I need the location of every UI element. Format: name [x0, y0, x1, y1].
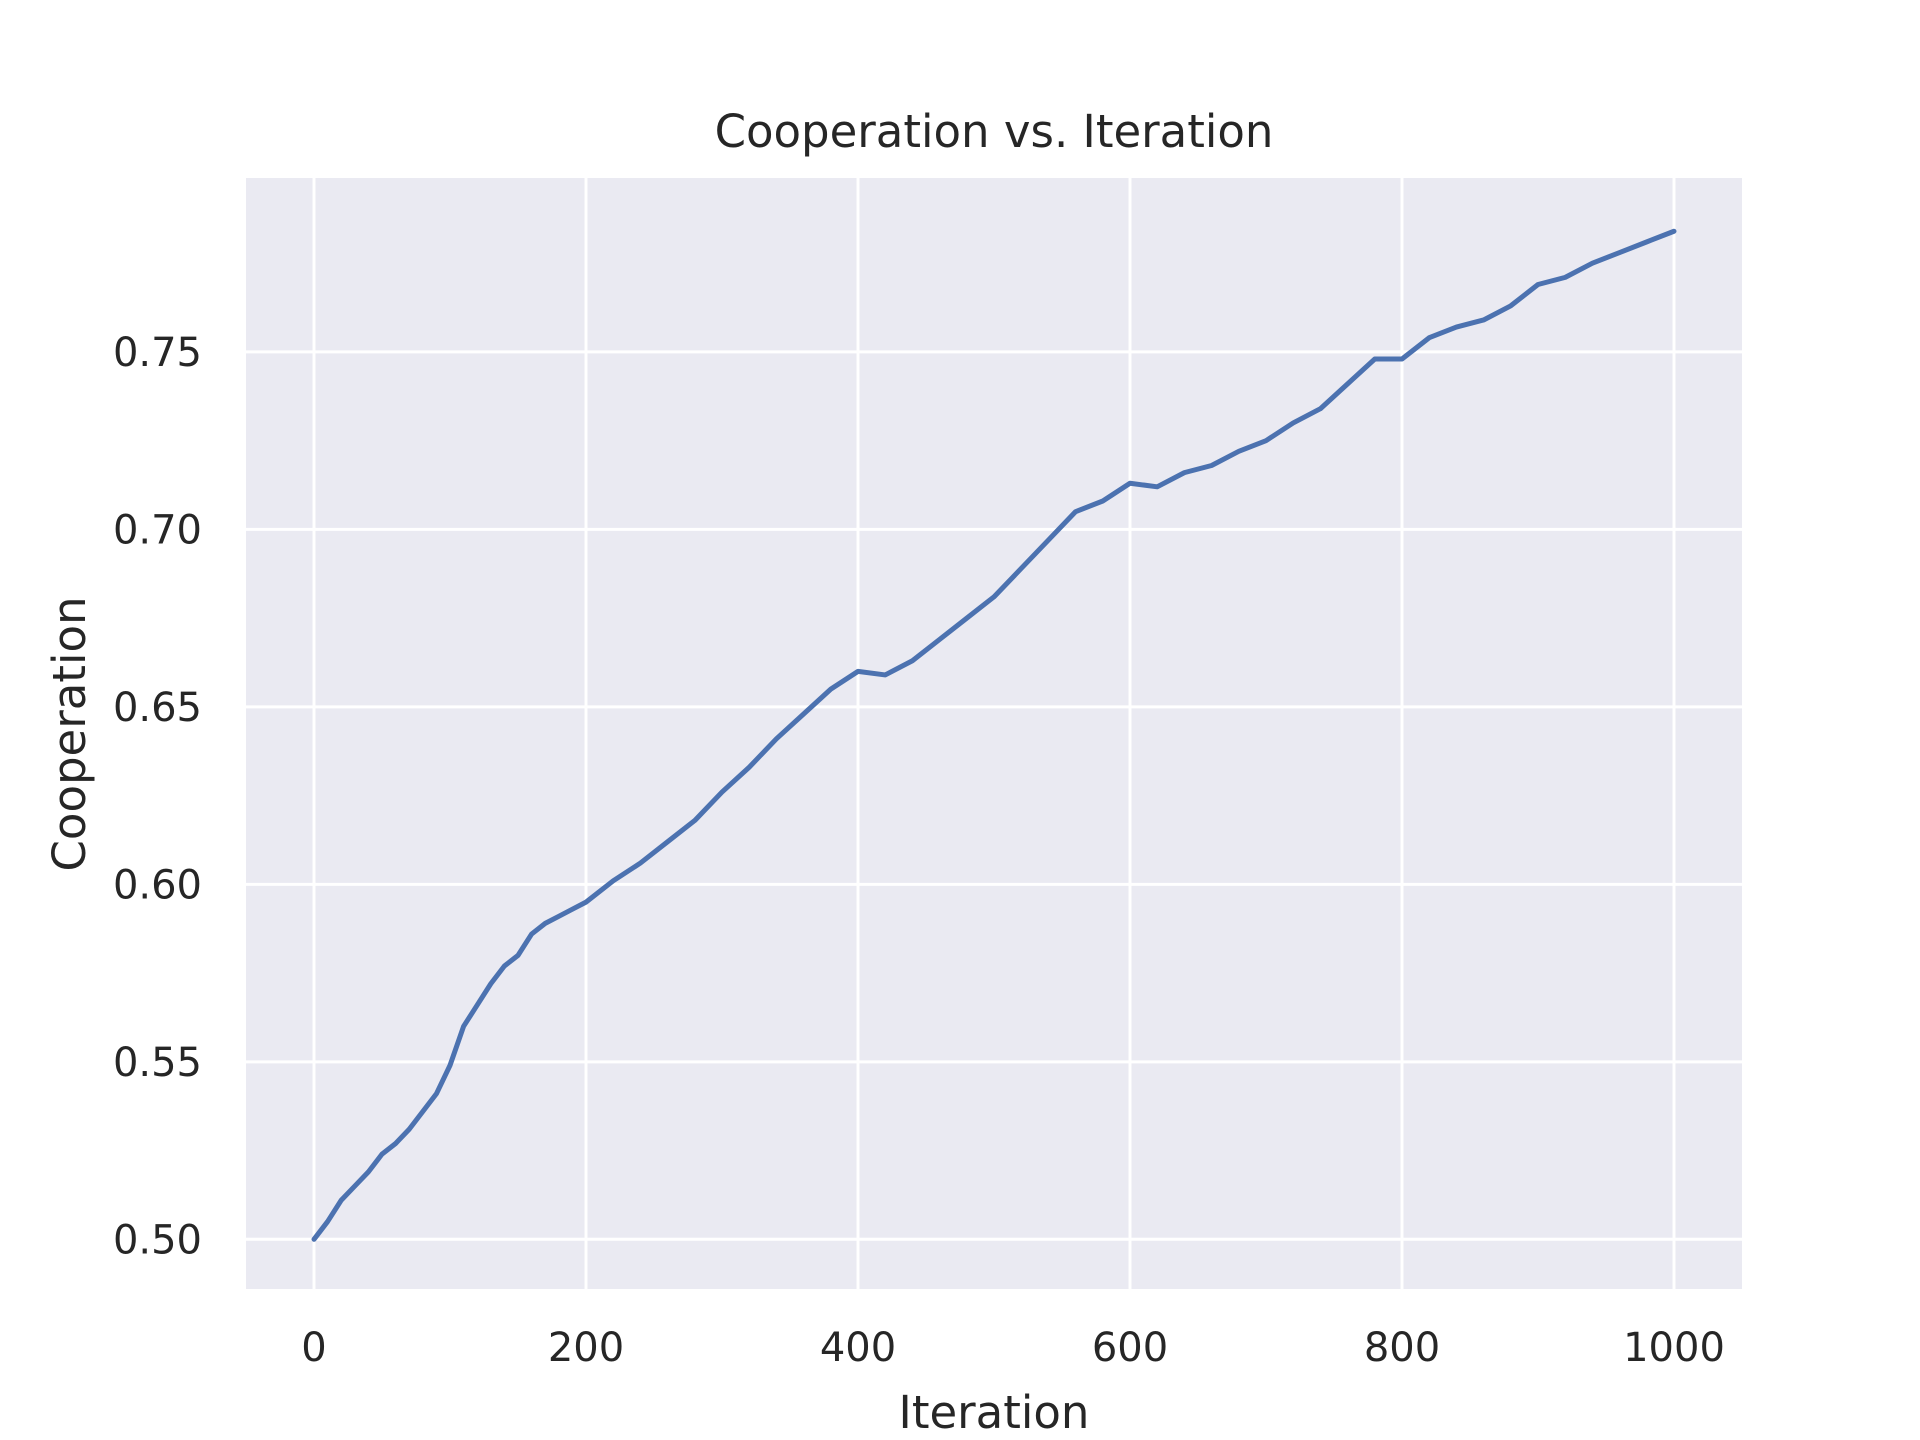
x-tick-label: 400	[820, 1325, 896, 1371]
plot-area	[246, 178, 1742, 1289]
cooperation-line	[311, 228, 1677, 1242]
y-grid-lines	[246, 350, 1742, 1241]
x-tick-label: 200	[548, 1325, 624, 1371]
y-tick-label: 0.75	[113, 330, 202, 376]
y-tick-label: 0.50	[113, 1217, 202, 1263]
y-tick-label: 0.55	[113, 1040, 202, 1086]
x-tick-label: 1000	[1623, 1325, 1725, 1371]
chart-title: Cooperation vs. Iteration	[715, 105, 1274, 158]
x-axis-label: Iteration	[899, 1386, 1090, 1439]
cooperation-series	[311, 228, 1677, 1242]
x-tick-label: 0	[301, 1325, 326, 1371]
x-tick-label: 800	[1364, 1325, 1440, 1371]
y-tick-labels: 0.50 0.55 0.60 0.65 0.70 0.75	[113, 330, 202, 1263]
y-axis-label: Cooperation	[43, 596, 96, 871]
y-tick-label: 0.70	[113, 507, 202, 553]
y-tick-label: 0.65	[113, 685, 202, 731]
x-tick-label: 600	[1092, 1325, 1168, 1371]
x-grid-lines	[312, 178, 1676, 1289]
x-tick-labels: 0 200 400 600 800 1000	[301, 1325, 1725, 1371]
y-tick-label: 0.60	[113, 862, 202, 908]
